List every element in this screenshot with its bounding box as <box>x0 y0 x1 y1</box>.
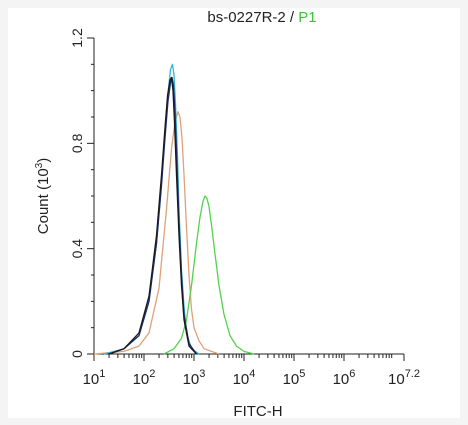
title-gate-name: P1 <box>298 9 316 26</box>
y-tick-label: 1.2 <box>69 28 85 48</box>
histogram-series-3 <box>103 63 200 355</box>
x-axis-label: FITC-H <box>233 403 282 420</box>
histogram-series-1 <box>93 111 220 355</box>
x-tick-label: 106 <box>333 368 356 388</box>
y-axis-label-close: ) <box>35 158 52 163</box>
y-axis-label-exponent: 3 <box>34 162 45 168</box>
y-axis-label: Count (103) <box>34 158 52 234</box>
svg-text:Count (103): Count (103) <box>34 158 52 234</box>
x-tick-label: 103 <box>183 368 206 388</box>
y-axis-label-text: Count (10 <box>35 168 52 234</box>
histogram-series-5 <box>108 76 197 355</box>
svg-text:bs-0227R-2 / P1: bs-0227R-2 / P1 <box>207 9 316 26</box>
chart-title: bs-0227R-2 / P1 <box>207 9 316 26</box>
chart-panel <box>8 8 460 418</box>
x-tick-label: 105 <box>283 368 306 388</box>
histogram-series <box>93 63 255 355</box>
y-tick-label: 0.4 <box>69 239 85 259</box>
histogram-series-2 <box>163 195 255 355</box>
x-tick-label: 102 <box>133 368 156 388</box>
x-tick-label: 107.2 <box>388 368 420 388</box>
x-tick-label: 104 <box>233 368 256 388</box>
y-tick-label: 0 <box>69 350 85 358</box>
title-sample-name: bs-0227R-2 / <box>207 9 298 26</box>
x-tick-label: 101 <box>83 368 106 388</box>
y-tick-label: 0.8 <box>69 133 85 153</box>
axes: 0 0.4 0.8 1.2 101 102 103 104 105 106 107.2 <box>69 28 420 388</box>
